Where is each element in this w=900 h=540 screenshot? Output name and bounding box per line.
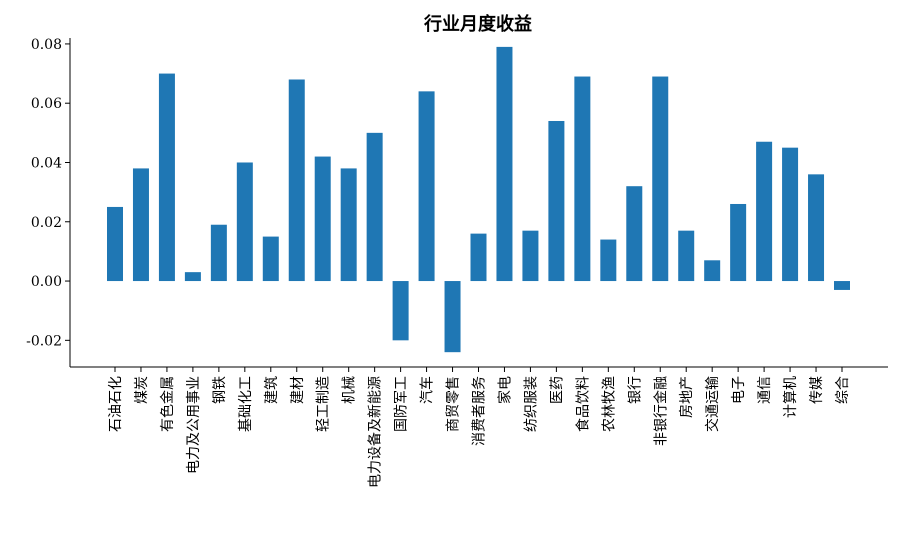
x-tick-label: 电力设备及新能源	[367, 376, 384, 488]
x-tick-label: 钢铁	[212, 376, 228, 404]
x-tick-label: 银行	[627, 376, 643, 404]
bar-2	[132, 168, 149, 282]
bar-9	[314, 156, 331, 282]
x-tick-label: 建筑	[264, 376, 280, 404]
bar-14	[444, 281, 461, 353]
x-tick-label: 消费者服务	[472, 376, 488, 446]
bar-4	[184, 272, 201, 282]
y-tick-label: -0.02	[26, 333, 62, 349]
bar-7	[262, 236, 279, 282]
bar-16	[496, 46, 513, 282]
x-tick-label: 食品饮料	[574, 376, 591, 432]
x-tick-label: 电子	[731, 376, 747, 404]
x-tick-label: 传媒	[809, 376, 825, 404]
x-tick-label: 交通运输	[704, 376, 721, 432]
bar-18	[548, 120, 565, 282]
x-tick-label: 有色金属	[159, 376, 176, 432]
bar-27	[782, 147, 799, 282]
bar-24	[704, 260, 721, 282]
x-tick-label: 石油石化	[108, 376, 124, 432]
plot-area: -0.02 0.00 0.02 0.04 0.06 0.08 石油石化 煤炭 有色金属 电力及公用…	[26, 37, 888, 488]
bar-21	[626, 186, 643, 282]
x-tick-label: 计算机	[783, 376, 799, 418]
y-tick-label: 0.02	[31, 215, 62, 231]
x-tick-label: 综合	[835, 376, 851, 404]
bar-22	[652, 76, 669, 282]
x-tick-label: 煤炭	[134, 376, 150, 404]
bar-29	[834, 281, 850, 290]
bar-8	[288, 79, 305, 282]
bar-26	[756, 141, 773, 282]
bar-23	[678, 230, 695, 282]
x-tick-label: 建材	[290, 376, 306, 404]
bar-13	[418, 91, 435, 282]
bar-5	[210, 224, 227, 282]
x-tick-label: 电力及公用事业	[186, 376, 202, 474]
bar-20	[600, 239, 617, 282]
bar-28	[808, 174, 825, 282]
bar-1	[107, 206, 123, 282]
x-tick-label: 商贸零售	[446, 376, 462, 432]
bar-10	[340, 168, 357, 282]
x-tick-label: 国防军工	[394, 376, 410, 432]
chart-title: 行业月度收益	[423, 13, 532, 35]
x-tick-label: 医药	[549, 376, 565, 404]
bar-3	[158, 73, 175, 282]
bar-11	[366, 132, 383, 282]
bar-15	[470, 233, 487, 282]
bar-6	[236, 162, 253, 282]
x-tick-label: 纺织服装	[523, 376, 539, 432]
y-tick-label: 0.08	[31, 37, 62, 53]
x-tick-label: 家电	[496, 376, 513, 404]
y-tick-label: 0.00	[31, 274, 62, 290]
x-tick-label: 机械	[342, 376, 358, 404]
y-tick-label: 0.04	[31, 155, 62, 171]
x-tick-label: 基础化工	[237, 376, 254, 432]
x-tick-label: 轻工制造	[316, 376, 332, 432]
bar-17	[522, 230, 539, 282]
bar-19	[574, 76, 591, 282]
x-tick-label: 通信	[757, 376, 773, 404]
x-tick-label: 农林牧渔	[601, 376, 617, 432]
bar-25	[730, 203, 747, 282]
x-tick-label: 房地产	[679, 376, 695, 418]
x-tick-label: 汽车	[419, 376, 436, 404]
bar-12	[392, 281, 409, 341]
y-tick-label: 0.06	[31, 96, 62, 112]
x-tick-label: 非银行金融	[653, 376, 669, 446]
